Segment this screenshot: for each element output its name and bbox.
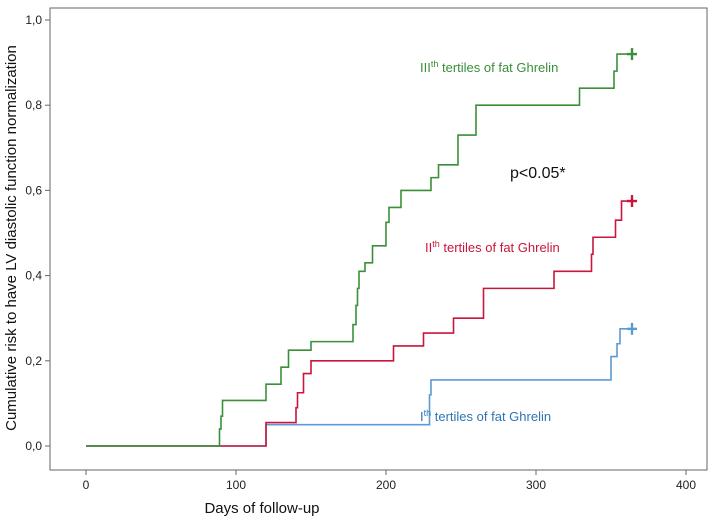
y-tick-label: 0,8 [25,98,42,112]
series-line-ii [86,200,632,447]
y-tick-label: 0,2 [25,354,42,368]
x-tick-label: 0 [83,478,90,492]
y-tick-label: 0,4 [25,269,42,283]
x-tick-label: 100 [226,478,246,492]
x-axis: 0 100 200 300 400 [83,470,696,492]
series-line-iii [86,53,632,447]
series-line-i [86,328,632,447]
y-tick-label: 0,6 [25,183,42,197]
series-label-ii: IIth tertiles of fat Ghrelin [425,239,560,255]
series-group [86,48,637,447]
p-value-annotation: p<0.05* [510,165,566,182]
y-axis: 0,0 0,2 0,4 0,6 0,8 1,0 [25,13,50,453]
y-tick-label: 0,0 [25,439,42,453]
x-tick-label: 200 [376,478,396,492]
x-tick-label: 400 [676,478,696,492]
series-label-i: Ith tertiles of fat Ghrelin [420,408,551,424]
plot-border [49,7,708,471]
x-tick-label: 300 [526,478,546,492]
series-label-iii: IIIth tertiles of fat Ghrelin [420,59,558,75]
x-axis-label: Days of follow-up [204,500,319,517]
plot-frame [49,7,708,471]
y-tick-label: 1,0 [25,13,42,27]
y-axis-label: Cumulative risk to have LV diastolic fun… [3,45,20,431]
